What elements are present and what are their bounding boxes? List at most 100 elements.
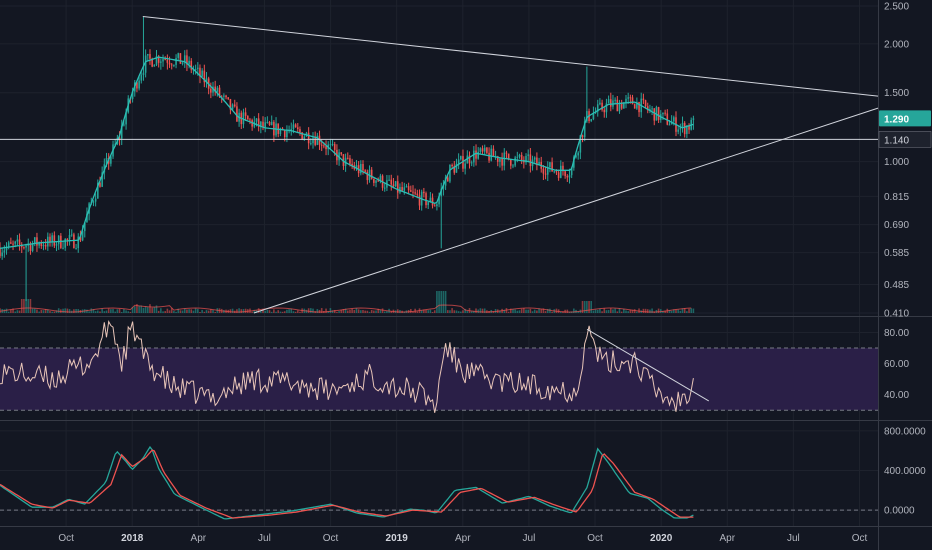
volume-bar — [527, 309, 529, 313]
volume-bar — [642, 308, 645, 313]
candle-body — [296, 127, 299, 130]
volume-bar — [175, 311, 177, 313]
volume-bar — [294, 311, 297, 313]
horizontal-level-label: 1.140 — [884, 135, 909, 146]
candle-body — [314, 138, 316, 145]
volume-bar — [688, 308, 690, 313]
volume-bar — [551, 311, 553, 313]
horizontal-level-tag[interactable] — [878, 131, 932, 148]
volume-bar — [186, 309, 188, 313]
candle-body — [427, 202, 430, 206]
volume-bar — [264, 310, 266, 313]
candle-body — [31, 243, 34, 251]
volume-bar — [3, 309, 6, 313]
candle-body — [642, 98, 645, 101]
volume-bar — [599, 308, 601, 313]
volume-bar — [481, 308, 484, 313]
candle-body — [188, 60, 190, 65]
volume-bar — [357, 309, 360, 313]
candle-body — [629, 97, 632, 99]
price-tick-label: 1.500 — [884, 88, 909, 99]
candle-body — [418, 195, 421, 206]
candle-body — [301, 132, 303, 140]
macd-panel[interactable] — [0, 445, 878, 520]
candle-body — [466, 155, 469, 164]
candle-body — [92, 201, 95, 203]
volume-bar — [316, 309, 319, 313]
current-price-tag[interactable] — [879, 110, 931, 127]
candle-body — [631, 97, 634, 105]
candle-body — [492, 148, 495, 157]
trendline-lower[interactable] — [253, 107, 879, 314]
candle-body — [77, 236, 80, 249]
candle-body — [516, 156, 519, 158]
volume-bar — [179, 310, 182, 313]
volume-bar — [686, 311, 688, 313]
candle-body — [131, 91, 134, 100]
volume-bar — [342, 309, 345, 313]
volume-bar — [673, 309, 675, 313]
volume-bar — [25, 299, 27, 313]
candle-body — [388, 179, 390, 181]
candle-body — [423, 191, 425, 194]
candle-body — [586, 111, 588, 122]
candle-body — [323, 145, 325, 147]
candle-body — [25, 245, 27, 248]
candle-body — [633, 104, 636, 109]
candle-body — [577, 152, 579, 156]
volume-bar — [94, 311, 97, 313]
candle-body — [79, 236, 82, 241]
candle-body — [66, 239, 69, 241]
candle-body — [570, 167, 573, 176]
volume-bar — [351, 308, 353, 313]
volume-bar — [47, 309, 49, 313]
candle-body — [186, 55, 188, 65]
volume-bar — [620, 311, 623, 313]
volume-bar — [210, 309, 212, 313]
volume-bar — [664, 310, 666, 313]
volume-bar — [286, 309, 288, 313]
candle-body — [462, 156, 464, 169]
volume-bar — [129, 311, 132, 313]
volume-bar — [251, 311, 253, 313]
candle-body — [601, 102, 603, 110]
x-tick-label: Jul — [787, 533, 800, 544]
candle-body — [486, 147, 488, 153]
x-tick-label: 2019 — [386, 533, 409, 544]
candle-body — [518, 154, 521, 157]
volume-bar — [131, 307, 134, 313]
candle-body — [316, 135, 319, 145]
volume-bar — [273, 309, 275, 313]
macd-tick-label: 400.0000 — [884, 466, 926, 477]
volume-bar — [125, 310, 127, 313]
volume-bar — [40, 309, 43, 313]
volume-bar — [183, 308, 186, 313]
candle-body — [16, 239, 19, 242]
trendline-upper[interactable] — [142, 16, 879, 97]
volume-bar — [112, 309, 114, 313]
trendline-rsi-downtrend[interactable] — [586, 328, 710, 402]
candle-body — [557, 172, 560, 178]
volume-bar — [290, 308, 293, 313]
candle-body — [514, 157, 516, 166]
volume-bar — [64, 308, 67, 313]
candle-body — [292, 124, 295, 130]
candle-body — [53, 235, 56, 246]
rsi-panel[interactable] — [0, 320, 878, 413]
candle-body — [149, 54, 151, 59]
volume-bar — [149, 304, 151, 313]
volume-bar — [366, 310, 369, 313]
volume-bar — [536, 310, 538, 313]
volume-bar — [446, 310, 449, 313]
candle-body — [683, 122, 686, 135]
candle-body — [446, 177, 449, 182]
candle-body — [579, 135, 582, 153]
candle-body — [477, 151, 479, 159]
candle-body — [216, 87, 219, 92]
candle-body — [488, 152, 490, 161]
candle-body — [625, 98, 627, 103]
price-panel[interactable] — [0, 16, 879, 314]
candle-body — [510, 159, 512, 166]
candle-body — [605, 103, 608, 113]
volume-bar — [531, 311, 534, 313]
